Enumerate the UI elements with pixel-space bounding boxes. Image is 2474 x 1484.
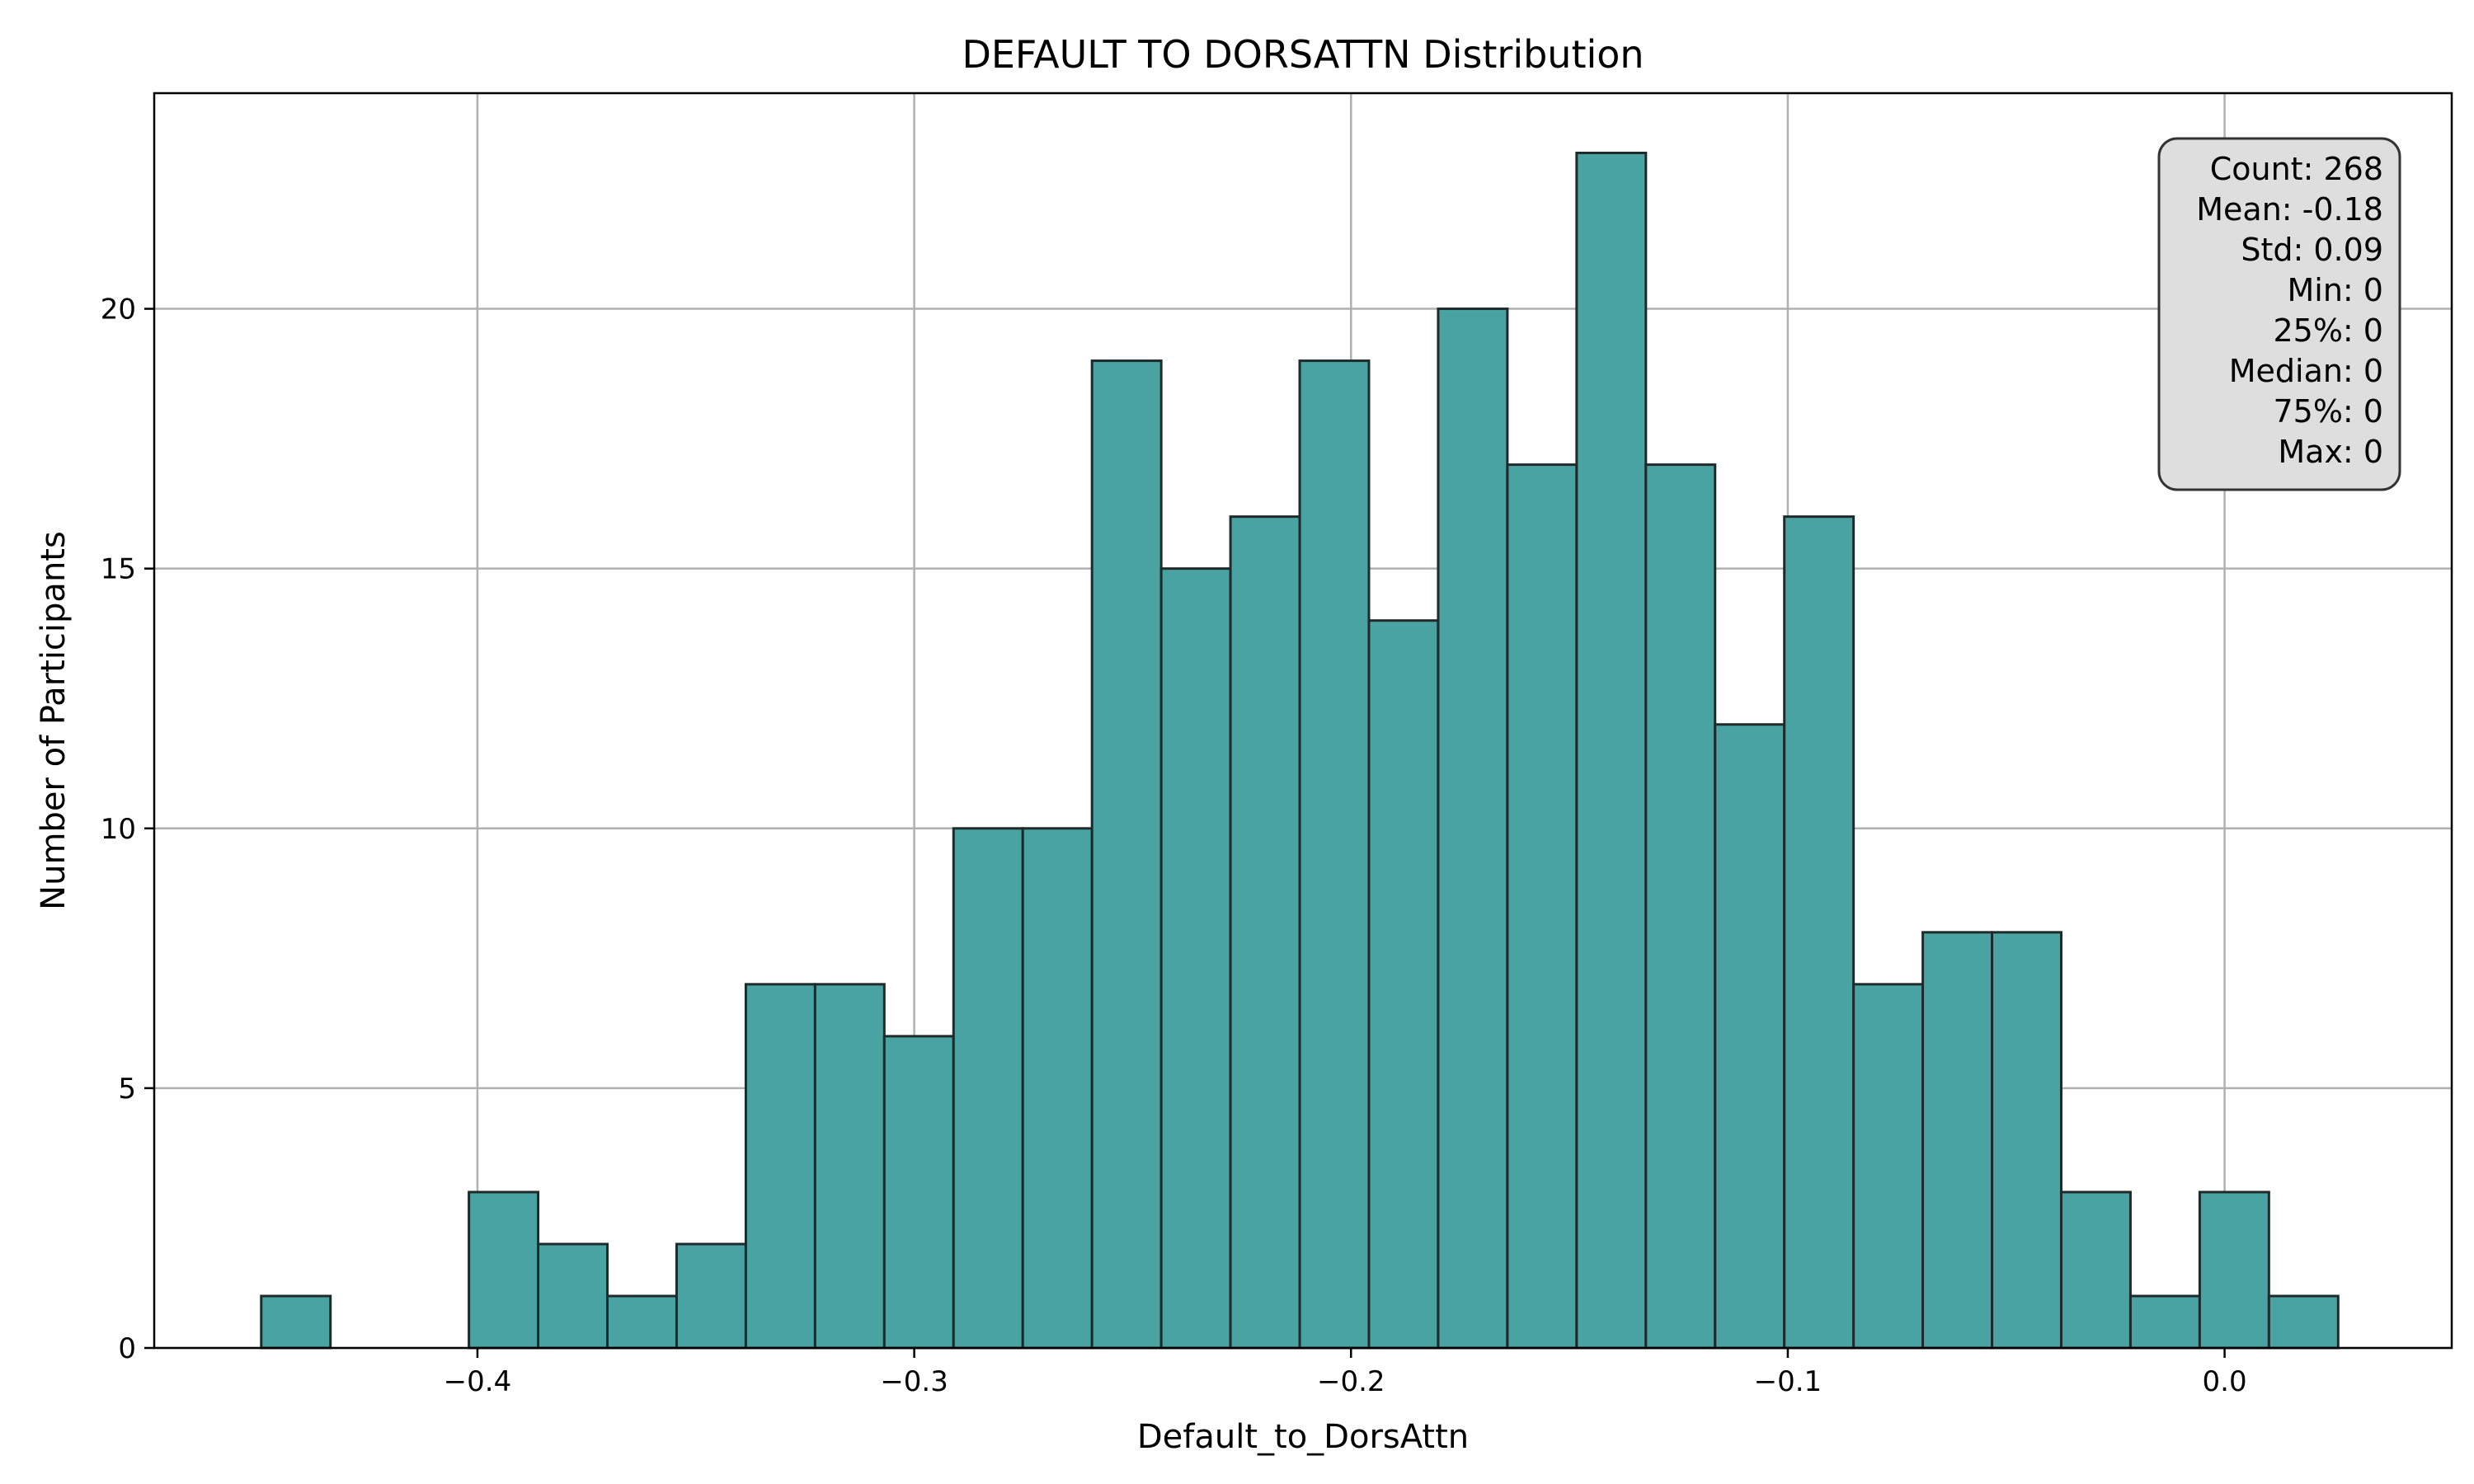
x-axis-ticks: −0.4 −0.3 −0.2 −0.1 0.0 (444, 1348, 2247, 1398)
histogram-bar (1506, 463, 1578, 1350)
histogram-bar (1229, 515, 1301, 1350)
stats-line: Min: 0 (2288, 272, 2384, 308)
histogram-bar (1852, 983, 1925, 1350)
stats-line: 25%: 0 (2273, 312, 2383, 349)
stats-box: Count: 268 Mean: -0.18 Std: 0.09 Min: 0 25%:… (2157, 137, 2401, 491)
stats-line: Median: 0 (2229, 353, 2383, 389)
x-tick-label: −0.1 (1754, 1365, 1823, 1398)
histogram-bar (813, 983, 886, 1350)
histogram-bar (1090, 359, 1163, 1350)
histogram-bar (1644, 463, 1717, 1350)
stats-line: Max: 0 (2278, 434, 2383, 470)
histogram-bar (744, 983, 816, 1350)
y-tick-label: 10 (101, 813, 136, 846)
histogram-bar (2198, 1190, 2270, 1350)
histogram-bar (260, 1294, 332, 1350)
y-tick-label: 0 (118, 1332, 136, 1365)
x-tick-label: 0.0 (2203, 1365, 2247, 1398)
histogram-bar (537, 1242, 609, 1350)
histogram-bar (2128, 1294, 2201, 1350)
histogram-bar (1367, 619, 1440, 1350)
histogram-bar (606, 1294, 678, 1350)
histogram-bar (1714, 723, 1786, 1350)
chart-title: DEFAULT TO DORSATTN Distribution (962, 32, 1644, 77)
histogram-bar (1298, 359, 1371, 1350)
stats-text: Count: 268 Mean: -0.18 Std: 0.09 Min: 0 25%:… (2196, 151, 2383, 470)
x-tick-label: −0.3 (880, 1365, 948, 1398)
histogram-bar (882, 1035, 955, 1350)
y-axis-ticks: 0 5 10 15 20 (101, 294, 154, 1365)
histogram-bar (1437, 308, 1509, 1350)
histogram-bars (260, 151, 2340, 1350)
x-axis-label: Default_to_DorsAttn (1137, 1418, 1469, 1456)
stats-line: 75%: 0 (2273, 393, 2383, 430)
plot-frame (153, 92, 2453, 1350)
histogram-bar (952, 827, 1024, 1350)
stats-line: Std: 0.09 (2241, 232, 2383, 268)
histogram-bar (1991, 931, 2062, 1350)
histogram-bar (1159, 567, 1232, 1350)
histogram-bar (1783, 515, 1856, 1350)
y-axis-label: Number of Participants (35, 531, 73, 910)
histogram-bar (1921, 931, 1994, 1350)
histogram-bar (2267, 1294, 2340, 1350)
stats-line: Mean: -0.18 (2196, 191, 2383, 228)
histogram-bar (1575, 151, 1648, 1350)
histogram-bar (1021, 827, 1094, 1350)
x-tick-label: −0.2 (1317, 1365, 1385, 1398)
stats-box-background (2157, 137, 2401, 491)
histogram-bar (2059, 1190, 2132, 1350)
stats-line: Count: 268 (2210, 151, 2383, 187)
x-tick-label: −0.4 (444, 1365, 512, 1398)
y-tick-label: 20 (101, 294, 136, 326)
y-tick-label: 15 (101, 553, 136, 586)
histogram-bar (468, 1190, 540, 1350)
y-tick-label: 5 (118, 1073, 136, 1106)
histogram-bar (675, 1242, 747, 1350)
